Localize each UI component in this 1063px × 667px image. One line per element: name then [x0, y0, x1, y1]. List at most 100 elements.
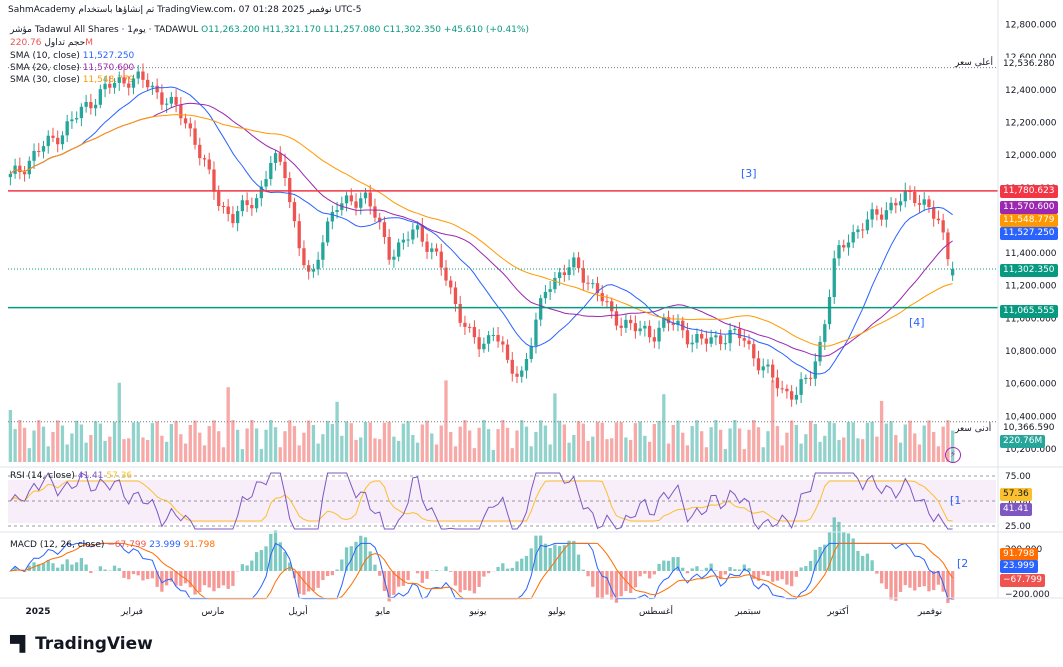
macd-histogram-bar: [898, 571, 903, 592]
candle-body: [600, 293, 604, 302]
macd-histogram-bar: [894, 571, 898, 601]
macd-histogram-bar: [98, 566, 102, 571]
candle-body: [468, 326, 472, 328]
volume-label: حجم تداول: [44, 38, 86, 48]
macd-histogram-bar: [373, 564, 377, 571]
macd-histogram-bar: [278, 542, 282, 571]
candle-body: [851, 232, 855, 243]
volume-bar: [482, 420, 486, 462]
macd-histogram-bar: [330, 571, 335, 576]
sma20-price-tag: 11,570.600: [1000, 201, 1058, 214]
candle-body: [903, 190, 907, 202]
candle-body: [932, 207, 936, 219]
candle-body: [789, 391, 794, 400]
macd-histogram-bar: [638, 571, 642, 577]
macd-histogram-bar: [449, 571, 453, 572]
macd-histogram-bar: [747, 568, 751, 571]
volume-bar: [51, 431, 55, 462]
candle-body: [515, 373, 519, 377]
volume-bar: [856, 438, 860, 462]
candle-body: [221, 206, 226, 208]
candle-body: [250, 205, 254, 209]
macd-histogram-bar: [254, 552, 259, 571]
macd-histogram-bar: [595, 571, 600, 598]
candle-body: [837, 245, 841, 259]
candle-body: [756, 358, 761, 371]
lightning-icon[interactable]: ⚡: [945, 447, 961, 463]
volume-bar: [131, 422, 136, 462]
macd-histogram-bar: [695, 566, 699, 571]
volume-bar: [610, 438, 614, 462]
macd-histogram-bar: [950, 571, 955, 600]
volume-bar: [13, 429, 17, 462]
macd-histogram-bar: [690, 568, 694, 571]
macd-histogram-bar: [714, 570, 718, 571]
candle-body: [392, 256, 396, 260]
candle-body: [842, 245, 846, 248]
high-price-tag: 12,536.280: [1000, 58, 1058, 71]
candle-body: [311, 269, 316, 272]
macd-histogram-bar: [510, 567, 514, 571]
candle-body: [785, 388, 789, 392]
volume-bar: [18, 420, 22, 462]
candle-body: [235, 211, 240, 224]
volume-bar: [690, 426, 694, 462]
macd-histogram-bar: [737, 569, 742, 571]
macd-histogram-bar: [562, 545, 567, 571]
macd-histogram-bar: [610, 571, 614, 600]
candle-body: [605, 301, 609, 303]
volume-bar: [434, 444, 439, 462]
macd-histogram-bar: [463, 571, 467, 591]
macd-histogram-bar: [557, 545, 562, 571]
macd-histogram-bar: [657, 563, 661, 571]
macd-histogram-bar: [406, 571, 410, 581]
volume-bar: [354, 440, 358, 462]
candle-body: [75, 118, 79, 120]
macd-histogram-bar: [652, 571, 656, 575]
macd-histogram-bar: [524, 555, 529, 571]
volume-bar: [927, 420, 931, 462]
candle-body: [733, 328, 737, 331]
candle-body: [420, 225, 424, 242]
volume-bar: [595, 421, 600, 462]
y-tick-label: 10,600.000: [1005, 380, 1057, 390]
volume-bar: [212, 420, 216, 462]
macd-histogram-bar: [169, 571, 174, 582]
candle-body: [259, 186, 263, 199]
candle-body: [264, 179, 268, 187]
candle-body: [950, 268, 955, 276]
macd-histogram-bar: [89, 571, 93, 574]
volume-bar: [908, 420, 912, 462]
candle-body: [131, 78, 136, 88]
volume-bar: [458, 426, 462, 462]
low-label: أدنى سعر: [955, 424, 992, 434]
volume-bar: [363, 422, 368, 462]
volume-bar: [666, 443, 671, 462]
macd-histogram-bar: [75, 562, 79, 571]
volume-bar: [879, 400, 884, 462]
volume-bar: [714, 420, 718, 462]
macd-histogram-bar: [846, 533, 851, 571]
volume-bar: [515, 430, 519, 462]
volume-bar: [93, 421, 98, 462]
volume-bar: [169, 424, 174, 462]
volume-bar: [250, 420, 254, 462]
candle-body: [614, 311, 619, 326]
candle-body: [898, 201, 903, 206]
volume-bar: [122, 439, 126, 462]
volume-bar: [368, 422, 372, 462]
macd-histogram-bar: [316, 571, 320, 588]
macd-histogram-bar: [202, 571, 207, 586]
volume-bar: [420, 424, 424, 462]
macd-histogram-bar: [752, 571, 756, 580]
candle-body: [780, 388, 784, 390]
volume-bar: [898, 442, 903, 462]
volume-bar: [761, 447, 765, 462]
macd-histogram-bar: [269, 533, 273, 571]
volume-bar: [245, 428, 249, 462]
volume-bar: [733, 420, 737, 462]
macd-histogram-bar: [354, 541, 358, 571]
candle-body: [444, 267, 448, 281]
candle-body: [240, 200, 245, 212]
